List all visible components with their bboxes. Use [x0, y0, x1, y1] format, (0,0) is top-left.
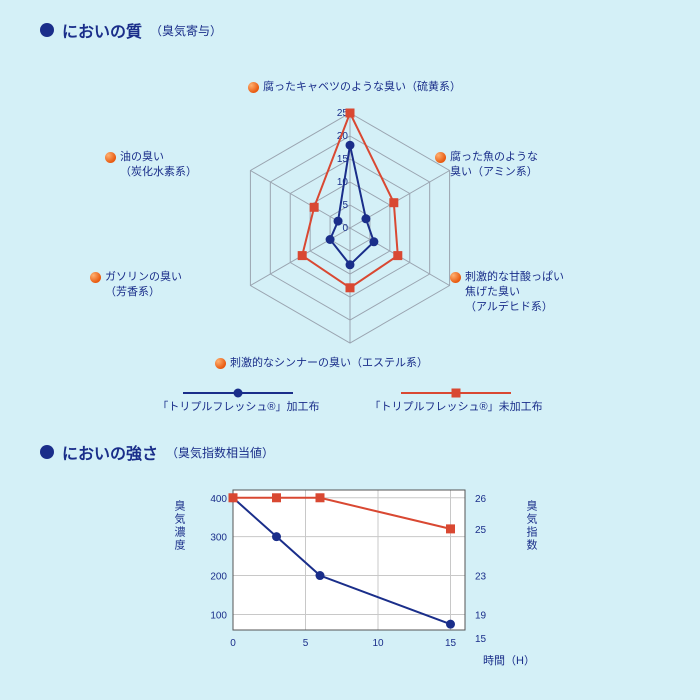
bullet-icon: [40, 23, 54, 37]
section2-title: においの強さ （臭気指数相当値）: [40, 440, 660, 464]
svg-text:25: 25: [475, 525, 487, 536]
y-left-axis-label: 臭気濃度: [171, 500, 187, 552]
svg-text:15: 15: [445, 638, 457, 649]
svg-text:15: 15: [475, 634, 487, 645]
line-chart: 臭気濃度 1002003004000510152625231915 臭気指数 時…: [165, 470, 535, 670]
legend-text-treated: 「トリプルフレッシュ®」加工布: [157, 398, 319, 414]
x-axis-label: 時間（H）: [483, 652, 535, 668]
orb-icon: [435, 152, 446, 163]
radar-axis-label: 刺激的なシンナーの臭い（エステル系）: [215, 356, 505, 371]
svg-text:5: 5: [303, 638, 309, 649]
radar-legend: 「トリプルフレッシュ®」加工布 「トリプルフレッシュ®」未加工布: [40, 392, 660, 414]
svg-text:300: 300: [210, 533, 227, 544]
svg-text:200: 200: [210, 572, 227, 583]
section1-title-sub: （臭気寄与）: [150, 22, 222, 39]
circle-marker-icon: [234, 389, 243, 398]
orb-icon: [248, 82, 259, 93]
svg-text:26: 26: [475, 494, 487, 505]
svg-text:23: 23: [475, 572, 487, 583]
square-marker-icon: [452, 389, 461, 398]
line-svg: 100 200 300 400 0 5 10 15 26 25 23 19 15: [165, 470, 535, 670]
section2-title-main: においの強さ: [62, 440, 158, 464]
legend-item-treated: 「トリプルフレッシュ®」加工布: [157, 392, 319, 414]
svg-text:0: 0: [230, 638, 236, 649]
bullet-icon: [40, 445, 54, 459]
radar-svg: 0510152025: [40, 48, 660, 388]
legend-line-untreated: [401, 392, 511, 394]
section2-title-sub: （臭気指数相当値）: [166, 444, 274, 461]
section1-title: においの質 （臭気寄与）: [40, 18, 660, 42]
orb-icon: [450, 272, 461, 283]
svg-text:0: 0: [342, 223, 348, 234]
orb-icon: [105, 152, 116, 163]
radar-axis-label: 腐った魚のような臭い（アミン系）: [435, 150, 585, 180]
svg-text:400: 400: [210, 494, 227, 505]
svg-text:5: 5: [342, 200, 348, 211]
radar-chart: 0510152025 腐ったキャベツのような臭い（硫黄系）腐った魚のような臭い（…: [40, 48, 660, 388]
legend-item-untreated: 「トリプルフレッシュ®」未加工布: [370, 392, 543, 414]
radar-axis-label: 油の臭い（炭化水素系）: [105, 150, 245, 180]
radar-axis-label: 刺激的な甘酸っぱい焦げた臭い（アルデヒド系）: [450, 270, 610, 315]
radar-axis-label: ガソリンの臭い（芳香系）: [90, 270, 240, 300]
section1-title-main: においの質: [62, 18, 142, 42]
legend-text-untreated: 「トリプルフレッシュ®」未加工布: [370, 398, 543, 414]
svg-text:100: 100: [210, 610, 227, 621]
radar-axis-label: 腐ったキャベツのような臭い（硫黄系）: [248, 80, 508, 95]
orb-icon: [90, 272, 101, 283]
y-right-axis-label: 臭気指数: [523, 500, 539, 552]
legend-line-treated: [183, 392, 293, 394]
svg-text:10: 10: [372, 638, 384, 649]
orb-icon: [215, 358, 226, 369]
svg-text:19: 19: [475, 610, 487, 621]
